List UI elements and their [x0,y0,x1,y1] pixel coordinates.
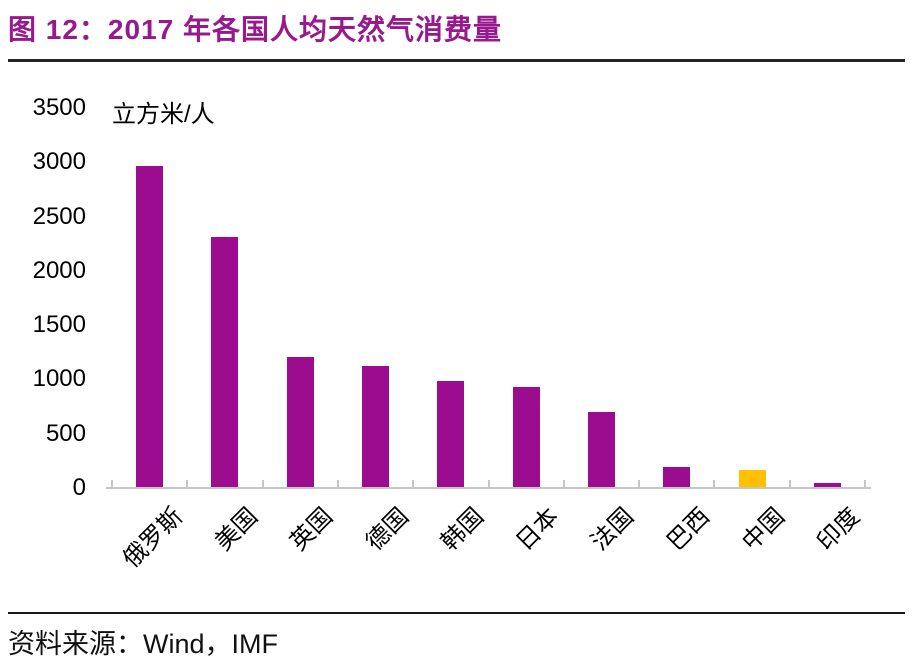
chart-title: 图 12：2017 年各国人均天然气消费量 [8,14,502,45]
x-axis-label: 巴西 [661,502,715,556]
y-tick-label: 2500 [32,202,86,230]
x-axis-label: 中国 [737,502,791,556]
y-tick-label: 3000 [32,148,86,176]
x-axis-tick [864,480,866,487]
source-text: 资料来源：Wind，IMF [8,629,278,659]
y-tick-label: 1500 [32,311,86,339]
x-axis-tick [412,480,415,487]
bar-法国 [587,412,615,487]
title-rule [8,59,905,62]
x-axis-line [106,487,871,489]
x-axis-label: 俄罗斯 [117,502,188,573]
x-axis-tick [638,480,641,487]
y-tick-label: 1000 [32,365,86,393]
x-axis-label: 英国 [285,502,339,556]
x-axis-label: 日本 [511,502,565,556]
x-axis-tick [111,480,113,487]
y-axis-unit-label: 立方米/人 [112,101,215,128]
x-axis-label: 法国 [586,502,640,556]
x-axis-label: 美国 [209,502,263,556]
x-axis-tick [788,480,791,487]
bar-日本 [512,386,540,487]
y-tick-label: 500 [45,419,86,447]
y-tick-label: 2000 [32,256,86,284]
x-axis-label: 德国 [360,502,414,556]
x-axis-label: 韩国 [435,502,489,556]
bar-印度 [813,483,841,487]
bar-韩国 [437,381,465,487]
source-rule [8,612,905,614]
bar-巴西 [663,466,691,487]
x-axis-tick [186,480,189,487]
bar-chart: 3500 3000 2500 2000 1500 1000 500 0 立方米/人 俄罗斯 美国… [32,94,871,573]
y-tick-label: 3500 [32,94,86,121]
x-axis-label: 印度 [812,502,866,556]
x-axis-tick [487,480,490,487]
x-axis-tick [261,480,264,487]
bar-英国 [286,356,314,487]
y-tick-label: 0 [72,474,86,501]
bar-德国 [362,366,390,487]
bar-俄罗斯 [136,165,164,487]
x-axis-tick [713,480,716,487]
bar-中国 [738,469,766,487]
bar-美国 [211,237,239,487]
x-axis-tick [562,480,565,487]
x-axis-tick [336,480,339,487]
